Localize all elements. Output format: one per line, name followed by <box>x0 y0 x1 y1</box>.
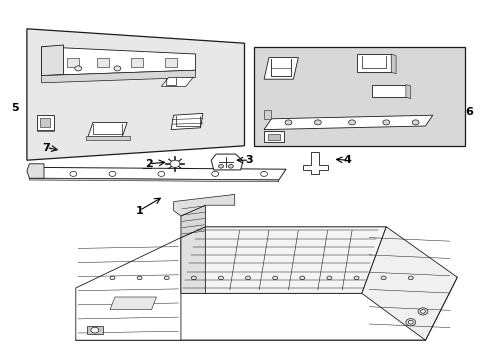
Circle shape <box>348 120 355 125</box>
Circle shape <box>164 276 169 280</box>
Polygon shape <box>267 134 279 140</box>
Circle shape <box>218 165 223 168</box>
Polygon shape <box>264 110 271 119</box>
Circle shape <box>381 276 386 280</box>
Text: 1: 1 <box>135 206 143 216</box>
Circle shape <box>109 171 116 176</box>
Polygon shape <box>85 136 129 140</box>
Circle shape <box>272 276 277 280</box>
Polygon shape <box>29 167 285 180</box>
Circle shape <box>158 171 164 176</box>
Polygon shape <box>390 54 395 74</box>
Circle shape <box>211 171 218 176</box>
Circle shape <box>405 319 415 326</box>
Polygon shape <box>361 227 456 340</box>
Polygon shape <box>76 238 181 340</box>
Polygon shape <box>37 115 54 130</box>
Polygon shape <box>41 45 63 76</box>
Circle shape <box>91 327 99 333</box>
Text: 6: 6 <box>465 107 472 117</box>
Polygon shape <box>264 115 432 130</box>
Polygon shape <box>29 178 278 182</box>
Polygon shape <box>88 122 127 137</box>
Circle shape <box>285 120 291 125</box>
Circle shape <box>407 320 412 324</box>
Circle shape <box>353 276 358 280</box>
Polygon shape <box>264 58 298 79</box>
Circle shape <box>314 120 321 125</box>
Circle shape <box>417 308 427 315</box>
Polygon shape <box>67 58 79 67</box>
Circle shape <box>299 276 304 280</box>
Circle shape <box>407 276 412 280</box>
Text: 4: 4 <box>343 155 350 165</box>
Polygon shape <box>173 194 234 216</box>
Polygon shape <box>161 77 193 86</box>
Circle shape <box>228 165 233 168</box>
Polygon shape <box>254 47 464 146</box>
Polygon shape <box>165 58 177 67</box>
Polygon shape <box>171 113 203 130</box>
Text: 5: 5 <box>11 103 19 113</box>
Circle shape <box>382 120 389 125</box>
Circle shape <box>114 66 121 71</box>
Polygon shape <box>181 227 386 293</box>
Polygon shape <box>181 227 205 293</box>
Polygon shape <box>211 154 243 170</box>
Circle shape <box>191 276 196 280</box>
Polygon shape <box>27 29 244 160</box>
Circle shape <box>110 276 115 280</box>
Circle shape <box>170 160 180 167</box>
Polygon shape <box>76 277 456 340</box>
Text: 3: 3 <box>245 155 253 165</box>
Polygon shape <box>27 164 44 178</box>
Circle shape <box>420 310 425 313</box>
Polygon shape <box>264 131 283 142</box>
Circle shape <box>245 276 250 280</box>
Circle shape <box>260 171 267 176</box>
Polygon shape <box>110 297 156 310</box>
Polygon shape <box>181 205 205 238</box>
Circle shape <box>218 276 223 280</box>
Polygon shape <box>371 85 405 97</box>
Polygon shape <box>131 58 142 67</box>
Circle shape <box>137 276 142 280</box>
Circle shape <box>75 66 81 71</box>
Polygon shape <box>41 47 195 76</box>
Polygon shape <box>405 85 410 99</box>
Polygon shape <box>97 58 108 67</box>
Text: 7: 7 <box>42 143 50 153</box>
Polygon shape <box>37 130 54 131</box>
Polygon shape <box>303 152 327 174</box>
Polygon shape <box>40 118 50 127</box>
Polygon shape <box>87 326 102 334</box>
Text: 2: 2 <box>145 159 153 169</box>
Polygon shape <box>41 70 195 83</box>
Circle shape <box>326 276 331 280</box>
Circle shape <box>411 120 418 125</box>
Circle shape <box>70 171 77 176</box>
Polygon shape <box>356 54 390 72</box>
